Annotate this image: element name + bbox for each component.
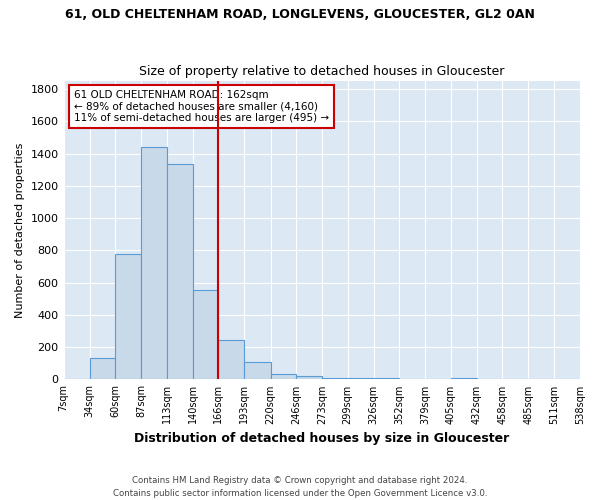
Bar: [271, 374, 296, 380]
Text: Contains HM Land Registry data © Crown copyright and database right 2024.
Contai: Contains HM Land Registry data © Crown c…: [113, 476, 487, 498]
Title: Size of property relative to detached houses in Gloucester: Size of property relative to detached ho…: [139, 66, 505, 78]
Bar: [115, 254, 142, 380]
Text: 61, OLD CHELTENHAM ROAD, LONGLEVENS, GLOUCESTER, GL2 0AN: 61, OLD CHELTENHAM ROAD, LONGLEVENS, GLO…: [65, 8, 535, 20]
Bar: [193, 290, 218, 380]
Bar: [142, 147, 167, 380]
Bar: [347, 378, 374, 380]
Text: 61 OLD CHELTENHAM ROAD: 162sqm
← 89% of detached houses are smaller (4,160)
11% : 61 OLD CHELTENHAM ROAD: 162sqm ← 89% of …: [74, 90, 329, 123]
Bar: [218, 340, 244, 380]
Bar: [296, 376, 322, 380]
Bar: [374, 378, 399, 380]
Bar: [64, 378, 90, 380]
Bar: [451, 378, 477, 380]
Y-axis label: Number of detached properties: Number of detached properties: [15, 142, 25, 318]
Bar: [90, 358, 115, 380]
Bar: [167, 164, 193, 380]
Bar: [244, 362, 271, 380]
Bar: [554, 378, 580, 380]
X-axis label: Distribution of detached houses by size in Gloucester: Distribution of detached houses by size …: [134, 432, 509, 445]
Bar: [399, 378, 425, 380]
Bar: [322, 378, 347, 380]
